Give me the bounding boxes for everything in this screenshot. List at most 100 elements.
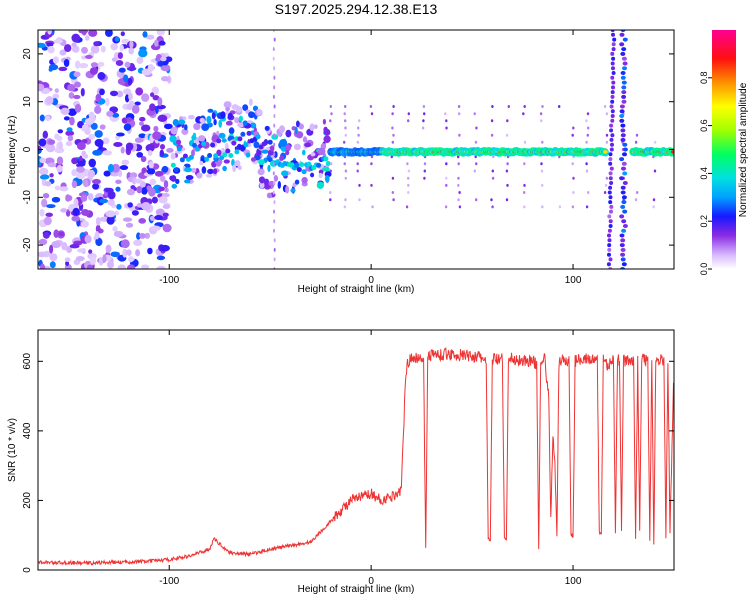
spectrogram-cell xyxy=(619,32,625,37)
spectrogram-cell xyxy=(222,152,228,158)
spectrogram-cell xyxy=(59,186,69,192)
spectrogram-cell xyxy=(80,87,85,97)
spectrogram-cell xyxy=(74,103,82,113)
spectrogram-cell xyxy=(126,103,133,111)
spectrogram-cell xyxy=(65,260,70,267)
spectrogram-x-tick-label: 0 xyxy=(368,275,374,286)
spectrogram-cell xyxy=(619,118,625,123)
spectrogram-cell xyxy=(158,186,166,192)
spectrogram-cell xyxy=(58,66,68,72)
spectrogram-cell xyxy=(95,93,102,102)
spectrogram-cell xyxy=(136,232,141,240)
spectrogram-cell xyxy=(240,131,246,137)
spectrogram-cell xyxy=(127,77,133,86)
spectrogram-cell xyxy=(141,93,150,102)
spectrogram-cell xyxy=(110,43,118,51)
spectrogram-cell xyxy=(621,94,627,99)
spectrogram-cell xyxy=(294,162,300,168)
spectrogram-cell xyxy=(272,161,275,166)
spectrogram-cell xyxy=(173,167,179,173)
spectrogram-cell xyxy=(611,80,616,85)
snr-panel: 0 200 400 600 -100 0 100 Height of straight l… xyxy=(7,329,675,595)
spectrogram-cell xyxy=(188,154,194,160)
spectrogram-cell xyxy=(457,162,460,166)
spectrogram-cell xyxy=(199,117,205,123)
spectrogram-cell xyxy=(170,162,176,168)
spectrogram-cell xyxy=(407,183,410,187)
spectrogram-cell xyxy=(246,130,252,136)
spectrogram-cell xyxy=(159,175,166,183)
spectrogram-cell xyxy=(150,225,161,232)
spectrogram-cell xyxy=(123,123,132,131)
spectrogram-cell xyxy=(54,185,61,191)
spectrogram-cell xyxy=(182,153,188,159)
spectrogram-cell xyxy=(65,194,71,202)
spectrogram-cell xyxy=(323,156,329,162)
spectrogram-cell xyxy=(261,141,267,147)
spectrogram-cell xyxy=(523,162,526,166)
spectrogram-cell xyxy=(622,66,627,71)
spectrogram-cell xyxy=(119,165,129,171)
spectrogram-cell xyxy=(506,119,509,123)
spectrogram-cell xyxy=(160,76,170,82)
spectrogram-cell xyxy=(541,183,544,187)
spectrogram-cell xyxy=(619,114,625,118)
spectrogram-cell xyxy=(604,183,608,187)
spectrogram-cell xyxy=(225,120,233,126)
snr-frame xyxy=(37,329,675,571)
spectrogram-cell xyxy=(133,239,143,246)
spectrogram-cell xyxy=(153,125,159,132)
spectrogram-cell xyxy=(67,83,76,92)
spectrogram-cell xyxy=(475,126,478,130)
spectrogram-cell xyxy=(273,75,276,80)
spectrogram-cell xyxy=(125,222,134,228)
spectrogram-cell xyxy=(392,105,395,108)
spectrogram-cell xyxy=(124,61,131,68)
spectrogram-cell xyxy=(608,171,613,176)
spectrogram-cell xyxy=(295,131,304,139)
spectrogram-cell xyxy=(523,105,526,108)
spectrogram-cell xyxy=(51,196,61,203)
spectrogram-cell xyxy=(257,168,265,176)
spectrogram-cell xyxy=(134,101,141,106)
spectrogram-cell xyxy=(457,198,460,202)
colorbar-gradient xyxy=(712,30,736,269)
spectrogram-cell xyxy=(458,112,461,116)
spectrogram-cell xyxy=(128,47,135,55)
spectrogram-cell xyxy=(608,161,613,166)
spectrogram-cell xyxy=(392,198,395,202)
spectrogram-cell xyxy=(273,209,275,214)
spectrogram-cell xyxy=(110,251,120,258)
spectrogram-cell xyxy=(207,153,213,158)
spectrogram-cell xyxy=(621,161,627,166)
spectrogram-cell xyxy=(585,140,588,144)
spectrogram-cell xyxy=(73,94,81,100)
spectrogram-cell xyxy=(131,104,140,114)
spectrogram-cell xyxy=(652,198,656,202)
spectrogram-cell xyxy=(620,123,626,128)
spectrogram-cell xyxy=(74,60,81,69)
spectrogram-cell xyxy=(619,157,625,162)
spectrogram-cell xyxy=(475,162,478,166)
spectrogram-cell xyxy=(138,218,147,224)
spectrogram-cell xyxy=(611,47,616,52)
spectrogram-cell xyxy=(541,105,544,108)
spectrogram-cell xyxy=(48,64,59,71)
spectrogram-cell xyxy=(457,105,461,108)
spectrogram-cell xyxy=(67,135,74,142)
spectrogram-cell xyxy=(621,56,627,61)
spectrogram-cell xyxy=(343,140,346,144)
spectrogram-cell xyxy=(302,149,306,156)
spectrogram-cell xyxy=(267,157,273,163)
spectrogram-cell xyxy=(609,137,614,142)
spectrogram-cell xyxy=(344,169,348,173)
spectrogram-cell xyxy=(134,178,143,184)
spectrogram-cell xyxy=(310,172,315,178)
spectrogram-cell xyxy=(473,112,476,116)
snr-x-tick-label: 100 xyxy=(565,576,582,587)
spectrogram-cell xyxy=(94,138,104,147)
spectrogram-cell xyxy=(39,157,46,164)
spectrogram-cell xyxy=(227,112,233,120)
spectrogram-cell xyxy=(310,152,316,157)
spectrogram-cell xyxy=(622,61,628,66)
